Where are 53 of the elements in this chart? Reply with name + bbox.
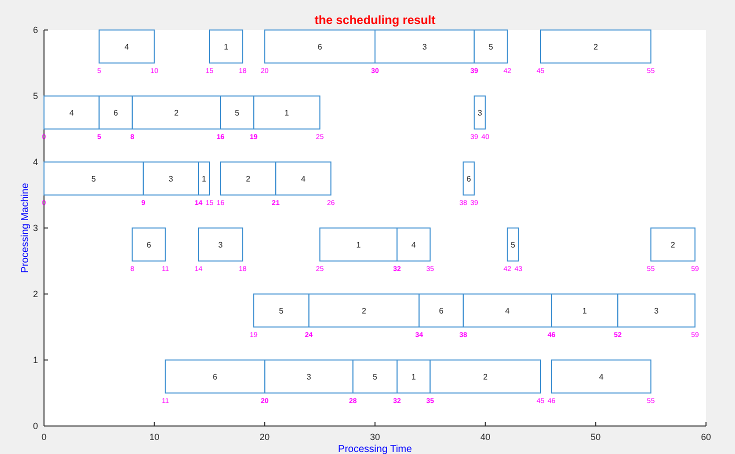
x-tick-label: 60 (700, 432, 712, 442)
text: 5 (234, 108, 240, 118)
category-label: 3 (654, 306, 659, 316)
category-label: 1 (582, 306, 587, 316)
category-label: 2 (174, 108, 179, 118)
category-label: 1 (284, 108, 289, 118)
series-label: 1 (202, 174, 207, 184)
y-tick-label: 2 (32, 289, 38, 299)
x-tick-label: 0 (41, 432, 47, 442)
y-tick-label: 3 (32, 223, 38, 233)
series-label: 2 (593, 42, 598, 52)
y-tick-label: 1 (32, 355, 38, 365)
chart-title: the scheduling result (314, 13, 436, 27)
y-axis-title: Processing Machine (20, 182, 31, 274)
text: 1 (224, 42, 228, 52)
y-tick-label: 5 (32, 91, 38, 101)
category-label: 6 (212, 372, 218, 382)
category-label: 6 (438, 306, 444, 316)
x-tick-label: 20 (260, 432, 270, 442)
x-tick-label: 50 (590, 432, 601, 442)
category-label: 4 (69, 108, 74, 118)
category-label: 1 (356, 240, 361, 250)
series-label: 6 (466, 174, 472, 184)
category-label: 2 (483, 372, 488, 382)
series-label: 5 (510, 240, 516, 250)
category-label: 5 (278, 306, 284, 316)
x-axis-title: Processing Time (338, 444, 412, 454)
category-label: 4 (505, 306, 510, 316)
category-label: 3 (218, 240, 223, 250)
y-tick-label: 4 (32, 157, 38, 167)
category-label: 4 (598, 372, 604, 382)
category-label: 6 (113, 108, 118, 118)
x-tick-label: 10 (149, 432, 160, 442)
text: 5 (488, 42, 494, 52)
category-label: 2 (362, 306, 366, 316)
category-label: 4 (301, 174, 306, 184)
category-label: 5 (372, 372, 378, 382)
series-label: 4 (124, 42, 130, 52)
text: 6 (318, 42, 322, 52)
category-label: 4 (411, 240, 416, 250)
category-label: 3 (168, 174, 174, 184)
y-tick-label: 6 (32, 25, 38, 35)
category-label: 3 (306, 372, 312, 382)
text: 3 (422, 42, 427, 52)
x-tick-label: 40 (480, 432, 490, 442)
x-tick-label: 30 (370, 432, 380, 442)
category-label: 2 (670, 240, 676, 250)
category-label: 1 (411, 372, 416, 382)
y-tick-label: 0 (32, 421, 38, 431)
text: 5 (91, 174, 96, 184)
category-label: 2 (246, 174, 250, 184)
category-label: 6 (146, 240, 152, 250)
series-label: 3 (478, 108, 483, 118)
